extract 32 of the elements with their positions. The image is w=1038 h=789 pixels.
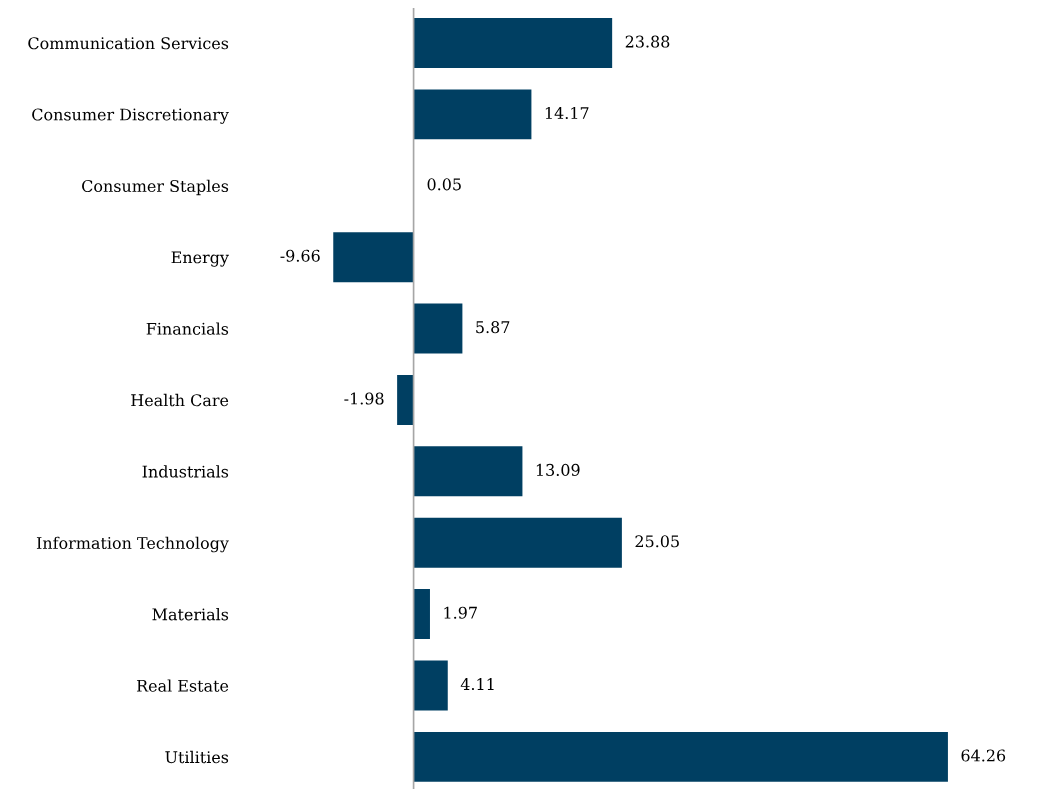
bar xyxy=(413,17,613,68)
data-label: 64.26 xyxy=(961,749,1006,762)
bar xyxy=(413,89,532,140)
data-label: 5.87 xyxy=(476,321,510,334)
bar xyxy=(413,303,463,354)
data-label: -9.66 xyxy=(280,249,320,262)
bar xyxy=(397,374,414,425)
y-tick-label: Consumer Discretionary xyxy=(32,108,229,124)
y-tick-label: Consumer Staples xyxy=(82,179,229,196)
data-label: 23.88 xyxy=(625,35,670,48)
y-tick-label: Industrials xyxy=(142,465,229,478)
bar xyxy=(333,232,414,283)
data-label: 13.09 xyxy=(536,463,580,476)
bar xyxy=(413,517,622,568)
y-tick-label: Information Technology xyxy=(36,536,229,553)
y-tick-label: Utilities xyxy=(165,750,229,764)
y-tick-label: Financials xyxy=(146,322,229,335)
data-label: 0.05 xyxy=(427,178,461,191)
y-tick-label: Real Estate xyxy=(136,679,229,692)
y-tick-label: Energy xyxy=(171,251,229,267)
data-label: 4.11 xyxy=(460,678,494,691)
y-tick-label: Communication Services xyxy=(28,37,229,50)
data-label: -1.98 xyxy=(344,392,384,405)
data-label: 14.17 xyxy=(545,106,589,119)
data-label: 1.97 xyxy=(444,606,477,619)
y-tick-label: Materials xyxy=(152,608,229,621)
bar xyxy=(413,446,523,497)
bar xyxy=(413,660,448,711)
bar xyxy=(413,589,430,640)
bar xyxy=(413,731,948,782)
data-label: 25.05 xyxy=(635,535,679,548)
y-tick-label: Health Care xyxy=(131,393,229,407)
